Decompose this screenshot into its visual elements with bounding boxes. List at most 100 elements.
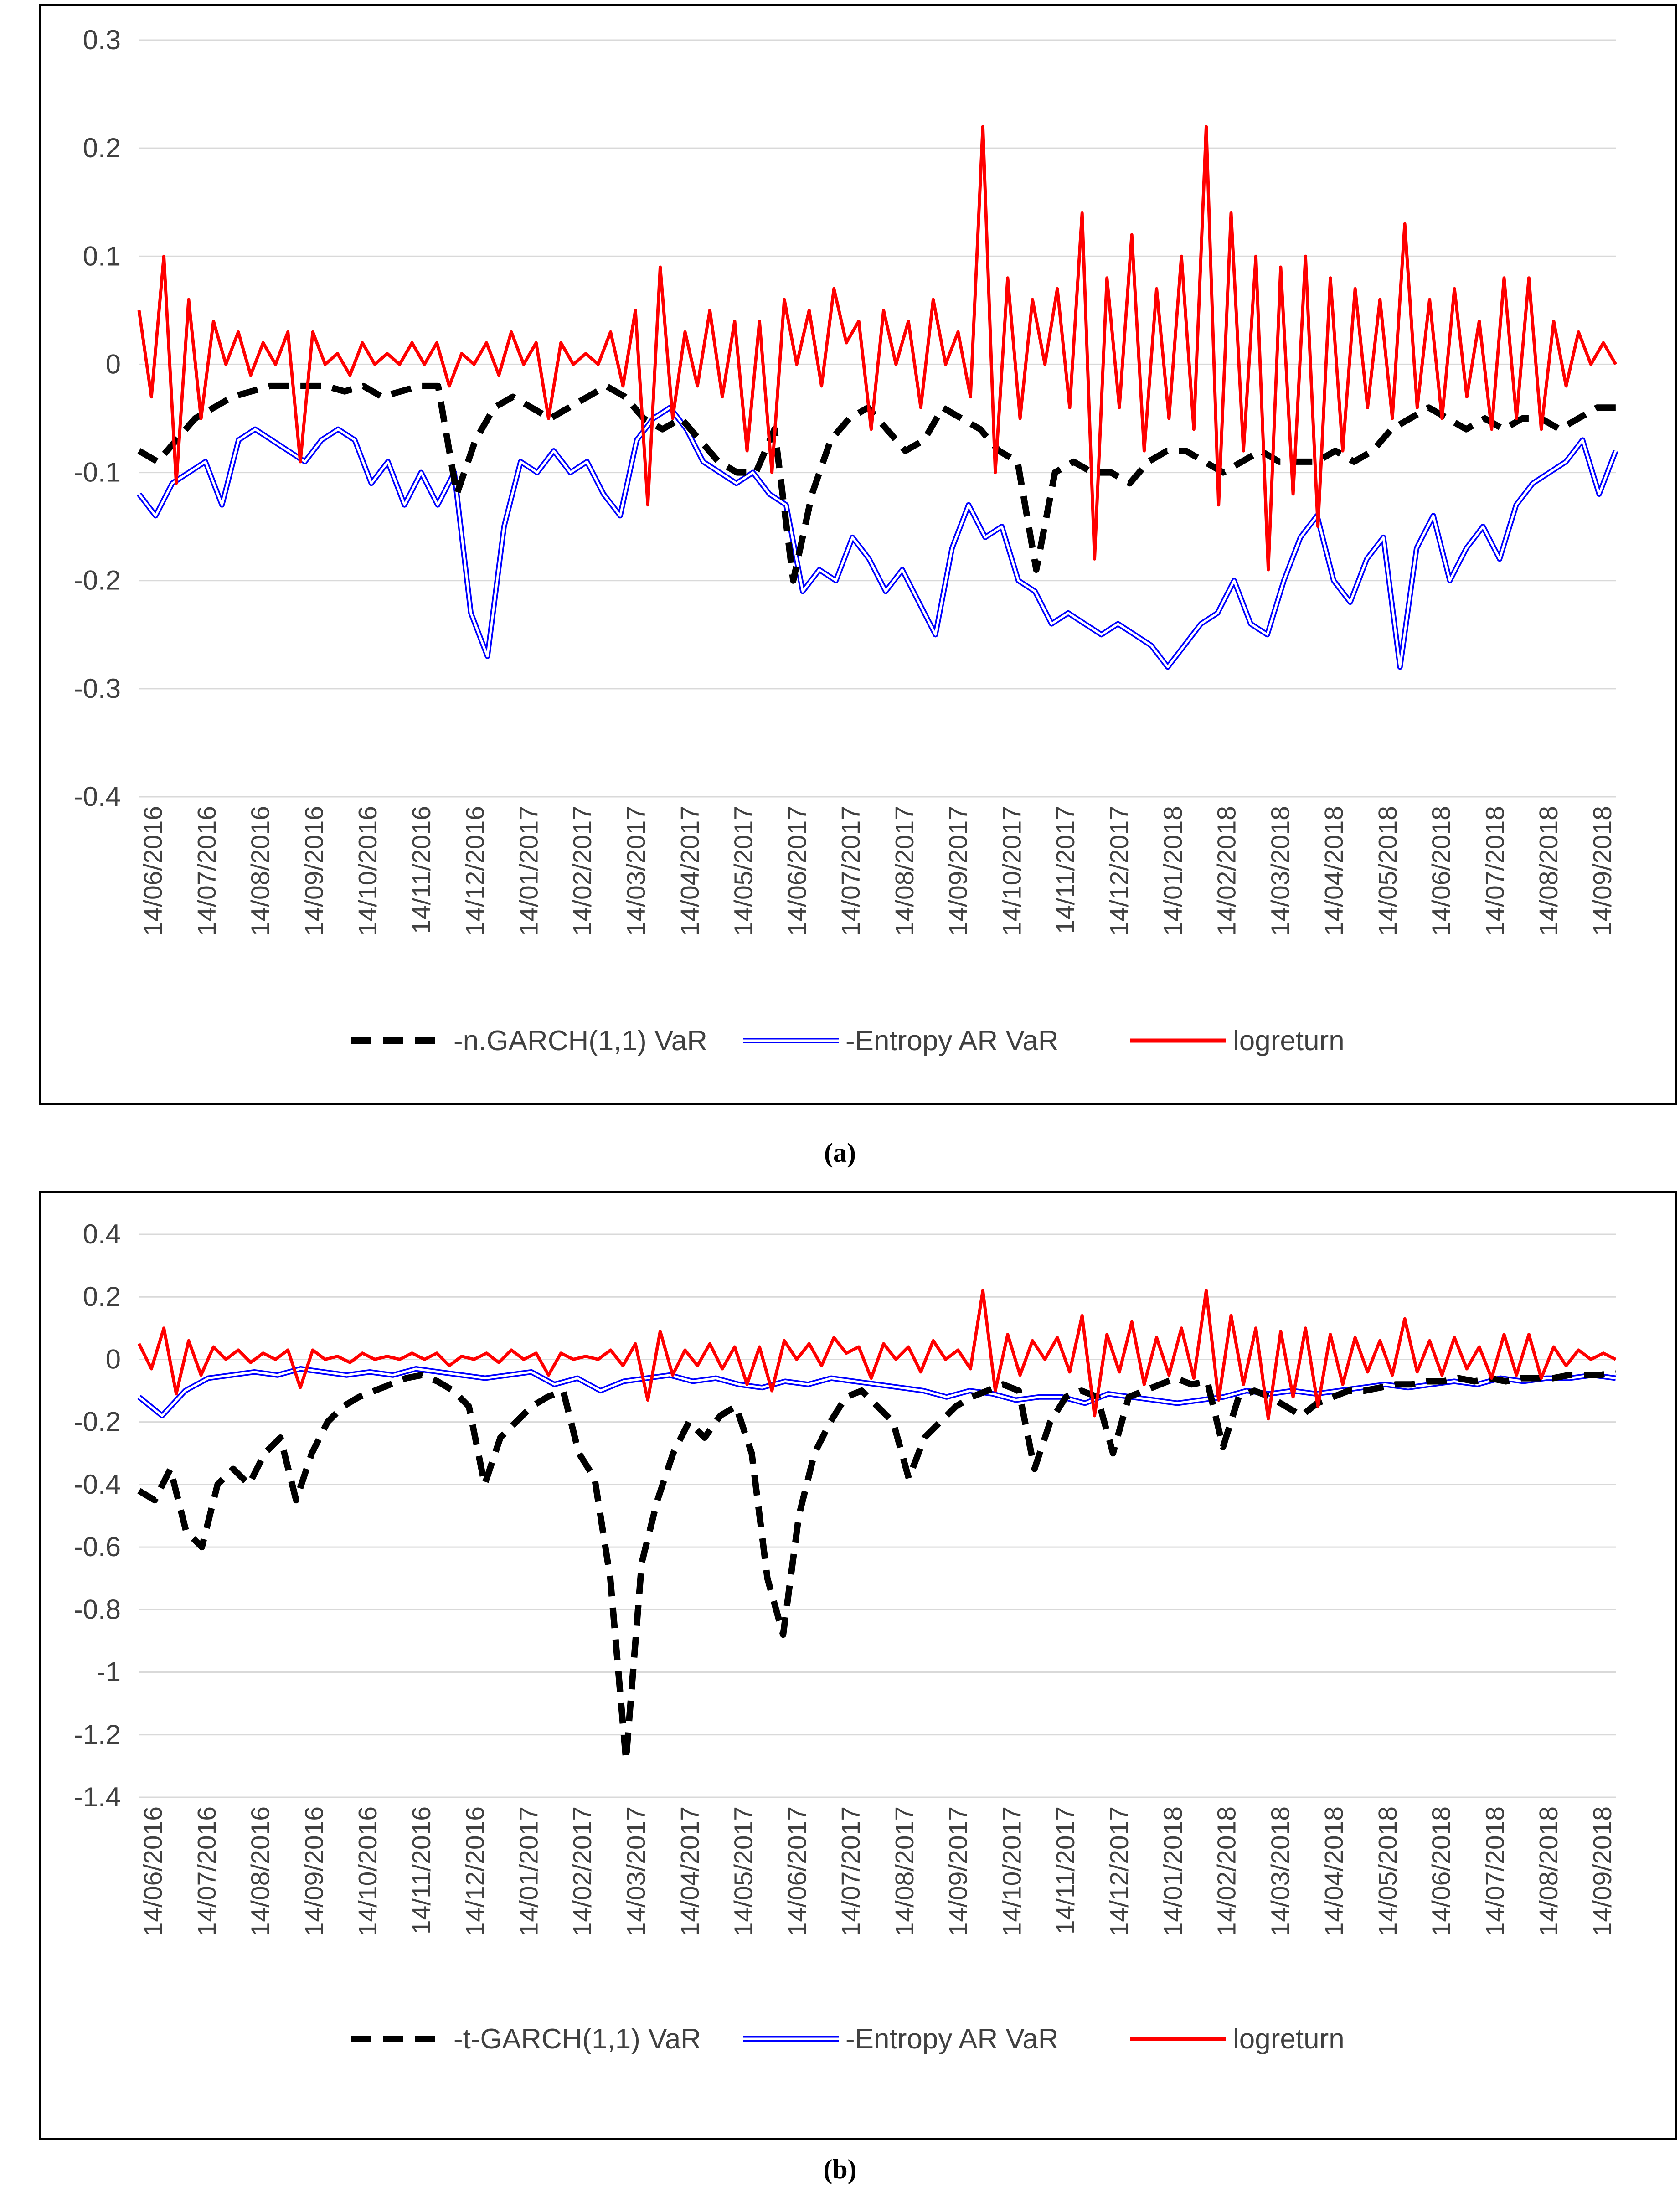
x-tick-label: 14/10/2017 (997, 806, 1026, 936)
x-tick-label: 14/05/2018 (1373, 806, 1402, 936)
x-tick-label: 14/03/2018 (1266, 1806, 1295, 1936)
x-tick-label: 14/01/2018 (1159, 1806, 1188, 1936)
x-tick-label: 14/04/2017 (675, 806, 705, 936)
x-tick-label: 14/10/2017 (997, 1806, 1026, 1936)
x-tick-label: 14/12/2017 (1105, 1806, 1134, 1936)
x-tick-label: 14/07/2017 (836, 1806, 866, 1936)
y-tick-label: -0.3 (74, 673, 121, 704)
x-tick-label: 14/06/2018 (1427, 1806, 1456, 1936)
x-tick-label: 14/08/2017 (890, 806, 919, 936)
legend-item: logreturn (1130, 1025, 1345, 1057)
y-tick-label: 0 (106, 349, 121, 379)
x-tick-label: 14/09/2018 (1588, 1806, 1617, 1936)
y-tick-label: 0 (106, 1344, 121, 1374)
y-tick-label: 0.2 (83, 133, 121, 163)
y-tick-label: 0.3 (83, 25, 121, 55)
x-tick-label: 14/11/2017 (1051, 1806, 1080, 1934)
x-tick-label: 14/12/2016 (461, 806, 490, 936)
y-tick-label: -0.4 (74, 781, 121, 812)
x-tick-label: 14/06/2018 (1427, 806, 1456, 936)
x-tick-label: 14/02/2017 (568, 806, 597, 936)
legend-label: -t-GARCH(1,1) VaR (453, 2023, 701, 2055)
chart-a-svg: 0.3 0.2 0.1 0 -0.1 -0.2 -0.3 -0.4 14/06/2016 14/0… (74, 25, 1618, 1057)
x-tick-label: 14/07/2016 (192, 806, 222, 936)
x-tick-label: 14/07/2017 (836, 806, 866, 936)
legend-item: -n.GARCH(1,1) VaR (351, 1025, 707, 1057)
caption-b: (b) (823, 2154, 857, 2184)
x-tick-label: 14/01/2017 (514, 1806, 543, 1936)
x-tick-label: 14/02/2017 (568, 1806, 597, 1936)
x-tick-label: 14/09/2017 (944, 806, 973, 936)
x-tick-label: 14/07/2016 (192, 1806, 222, 1936)
x-tick-label: 14/06/2016 (139, 1806, 168, 1936)
garch-line (137, 1369, 1617, 1763)
x-tick-label: 14/03/2017 (622, 1806, 651, 1936)
x-tick-label: 14/10/2016 (353, 1806, 382, 1936)
y-tick-label: 0.2 (83, 1281, 121, 1312)
x-tick-label: 14/05/2018 (1373, 1806, 1402, 1936)
x-tick-label: 14/02/2018 (1212, 1806, 1242, 1936)
x-tick-label: 14/10/2016 (353, 806, 382, 936)
y-tick-label: 0.1 (83, 241, 121, 271)
x-tick-label: 14/11/2017 (1051, 806, 1080, 934)
x-tick-label: 14/06/2017 (783, 806, 812, 936)
x-tick-label: 14/05/2017 (729, 1806, 758, 1936)
legend-label: -Entropy AR VaR (845, 1025, 1058, 1057)
chart-panel-b: 0.4 0.2 0 -0.2 -0.4 -0.6 -0.8 -1 -1.2 -1.4 14/06/2… (39, 1191, 1677, 2140)
legend-item: -Entropy AR VaR (743, 1025, 1058, 1057)
legend-label: -n.GARCH(1,1) VaR (453, 1025, 707, 1057)
legend-item: -t-GARCH(1,1) VaR (351, 2023, 701, 2055)
series-dashed-line (137, 1369, 1617, 1763)
x-tick-label: 14/04/2018 (1319, 1806, 1349, 1936)
x-tick-label: 14/08/2016 (246, 806, 275, 936)
x-tick-label: 14/12/2017 (1105, 806, 1134, 936)
x-tick-label: 14/08/2018 (1534, 806, 1563, 936)
x-tick-label: 14/09/2016 (299, 806, 329, 936)
y-tick-label: -1.4 (74, 1782, 121, 1812)
legend-label: -Entropy AR VaR (845, 2023, 1058, 2055)
x-tick-label: 14/06/2017 (783, 1806, 812, 1936)
legend-item: logreturn (1130, 2023, 1345, 2055)
legend-label: logreturn (1233, 1025, 1345, 1057)
x-tick-label: 14/03/2018 (1266, 806, 1295, 936)
x-tick-label: 14/12/2016 (461, 1806, 490, 1936)
series-solid-line (137, 125, 1618, 572)
y-tick-label: -0.8 (74, 1594, 121, 1625)
y-tick-label: -0.4 (74, 1469, 121, 1500)
x-tick-label: 14/06/2016 (139, 806, 168, 936)
x-tick-label: 14/09/2018 (1588, 806, 1617, 936)
legend-item: -Entropy AR VaR (743, 2023, 1058, 2055)
y-tick-label: 0.4 (83, 1219, 121, 1249)
y-tick-label: -0.1 (74, 457, 121, 488)
legend-label: logreturn (1233, 2023, 1345, 2055)
x-tick-label: 14/08/2018 (1534, 1806, 1563, 1936)
x-tick-label: 14/03/2017 (622, 806, 651, 936)
series-dashed-line (137, 382, 1616, 584)
x-tick-label: 14/11/2016 (407, 806, 436, 934)
logreturn-line (137, 1289, 1617, 1421)
chart-b-svg: 0.4 0.2 0 -0.2 -0.4 -0.6 -0.8 -1 -1.2 -1.4 14/06/2… (74, 1219, 1617, 2055)
x-tick-label: 14/07/2018 (1480, 806, 1510, 936)
y-tick-label: -0.2 (74, 565, 121, 596)
chart-panel-a: 0.3 0.2 0.1 0 -0.1 -0.2 -0.3 -0.4 14/06/2016 14/0… (39, 4, 1677, 1105)
x-tick-label: 14/11/2016 (407, 1806, 436, 1934)
y-tick-label: -1 (97, 1657, 121, 1687)
x-tick-label: 14/04/2017 (675, 1806, 705, 1936)
x-tick-label: 14/05/2017 (729, 806, 758, 936)
x-tick-label: 14/01/2017 (514, 806, 543, 936)
x-tick-label: 14/02/2018 (1212, 806, 1242, 936)
x-tick-label: 14/09/2017 (944, 1806, 973, 1936)
entropy-line-inner (138, 406, 1617, 668)
series-solid-line (137, 1289, 1617, 1421)
x-tick-label: 14/08/2016 (246, 1806, 275, 1936)
y-tick-label: -0.6 (74, 1532, 121, 1562)
x-tick-label: 14/07/2018 (1480, 1806, 1510, 1936)
series-double-line (137, 405, 1618, 670)
x-tick-label: 14/04/2018 (1319, 806, 1349, 936)
y-tick-label: -0.2 (74, 1407, 121, 1437)
x-tick-label: 14/01/2018 (1159, 806, 1188, 936)
x-tick-label: 14/09/2016 (299, 1806, 329, 1936)
x-tick-label: 14/08/2017 (890, 1806, 919, 1936)
y-tick-label: -1.2 (74, 1719, 121, 1750)
caption-a: (a) (824, 1138, 856, 1168)
